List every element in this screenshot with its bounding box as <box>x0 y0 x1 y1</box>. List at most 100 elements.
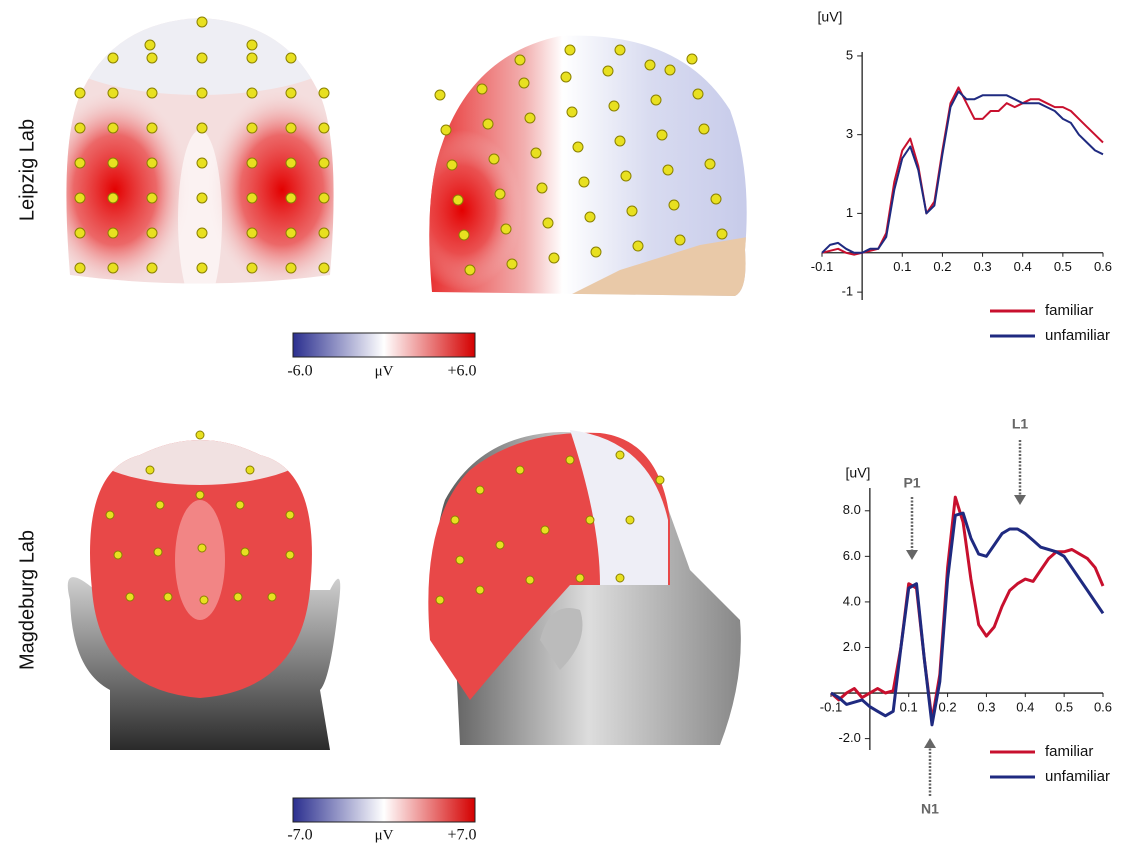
electrode <box>531 148 541 158</box>
electrode <box>451 516 459 524</box>
electrode <box>241 548 249 556</box>
electrode <box>164 593 172 601</box>
head-back-map <box>40 0 357 310</box>
electrode <box>576 574 584 582</box>
electrode <box>108 263 118 273</box>
electrode <box>459 230 469 240</box>
electrode <box>495 189 505 199</box>
electrode <box>319 228 329 238</box>
y-tick-label: 5 <box>846 47 853 62</box>
electrode <box>675 235 685 245</box>
electrode <box>286 53 296 63</box>
electrode <box>114 551 122 559</box>
electrode <box>197 88 207 98</box>
electrode <box>711 194 721 204</box>
electrode <box>621 171 631 181</box>
electrode <box>477 84 487 94</box>
electrode <box>515 55 525 65</box>
electrode <box>147 53 157 63</box>
electrode <box>591 247 601 257</box>
electrode <box>657 130 667 140</box>
electrode <box>543 218 553 228</box>
electrode <box>586 516 594 524</box>
annotation: P1 <box>903 475 920 491</box>
electrode <box>147 228 157 238</box>
electrode <box>286 158 296 168</box>
electrode <box>549 253 559 263</box>
row-label: Leipzig Lab <box>16 119 38 221</box>
electrode <box>496 541 504 549</box>
electrode <box>651 95 661 105</box>
x-tick-label: 0.3 <box>974 259 992 274</box>
electrode <box>441 125 451 135</box>
electrode <box>108 53 118 63</box>
electrode <box>147 88 157 98</box>
legend-label: familiar <box>1045 302 1093 319</box>
electrode <box>247 158 257 168</box>
electrode <box>483 119 493 129</box>
electrode <box>537 183 547 193</box>
electrode <box>286 228 296 238</box>
electrode <box>247 263 257 273</box>
electrode <box>717 229 727 239</box>
annotation-arrowhead <box>1014 495 1026 505</box>
electrode <box>627 206 637 216</box>
series-line <box>822 87 1103 254</box>
electrode <box>286 551 294 559</box>
colorbar-unit: μV <box>375 363 394 379</box>
y-tick-label: 6.0 <box>843 548 861 563</box>
electrode <box>615 45 625 55</box>
electrode <box>573 142 583 152</box>
electrode <box>526 576 534 584</box>
electrode <box>633 241 643 251</box>
electrode <box>200 596 208 604</box>
electrode <box>565 45 575 55</box>
electrode <box>286 511 294 519</box>
x-tick-label: 0.6 <box>1094 259 1112 274</box>
x-tick-label: 0.1 <box>900 699 918 714</box>
electrode <box>146 466 154 474</box>
electrode <box>106 511 114 519</box>
electrode <box>566 456 574 464</box>
electrode <box>75 193 85 203</box>
y-axis-label: [uV] <box>846 465 871 481</box>
electrode <box>489 154 499 164</box>
electrode <box>525 113 535 123</box>
electrode <box>197 53 207 63</box>
x-tick-label: -0.1 <box>811 259 833 274</box>
electrode <box>75 123 85 133</box>
electrode <box>108 228 118 238</box>
x-tick-label: 0.6 <box>1094 699 1112 714</box>
electrode <box>198 544 206 552</box>
electrode <box>196 431 204 439</box>
electrode <box>476 586 484 594</box>
electrode <box>319 193 329 203</box>
electrode <box>197 158 207 168</box>
electrode <box>693 89 703 99</box>
electrode <box>501 224 511 234</box>
electrode <box>579 177 589 187</box>
electrode <box>156 501 164 509</box>
electrode <box>154 548 162 556</box>
electrode <box>108 123 118 133</box>
colorbar <box>293 798 475 822</box>
x-tick-label: 0.5 <box>1054 259 1072 274</box>
electrode <box>246 466 254 474</box>
electrode <box>197 228 207 238</box>
colorbar-unit: μV <box>375 827 394 843</box>
electrode <box>75 263 85 273</box>
electrode <box>75 88 85 98</box>
electrode <box>236 501 244 509</box>
electrode <box>476 486 484 494</box>
electrode <box>286 88 296 98</box>
electrode <box>145 40 155 50</box>
electrode <box>147 193 157 203</box>
electrode <box>247 123 257 133</box>
electrode <box>247 88 257 98</box>
y-tick-label: 3 <box>846 126 853 141</box>
electrode <box>197 263 207 273</box>
electrode <box>126 593 134 601</box>
electrode <box>247 53 257 63</box>
electrode <box>665 65 675 75</box>
electrode <box>75 158 85 168</box>
